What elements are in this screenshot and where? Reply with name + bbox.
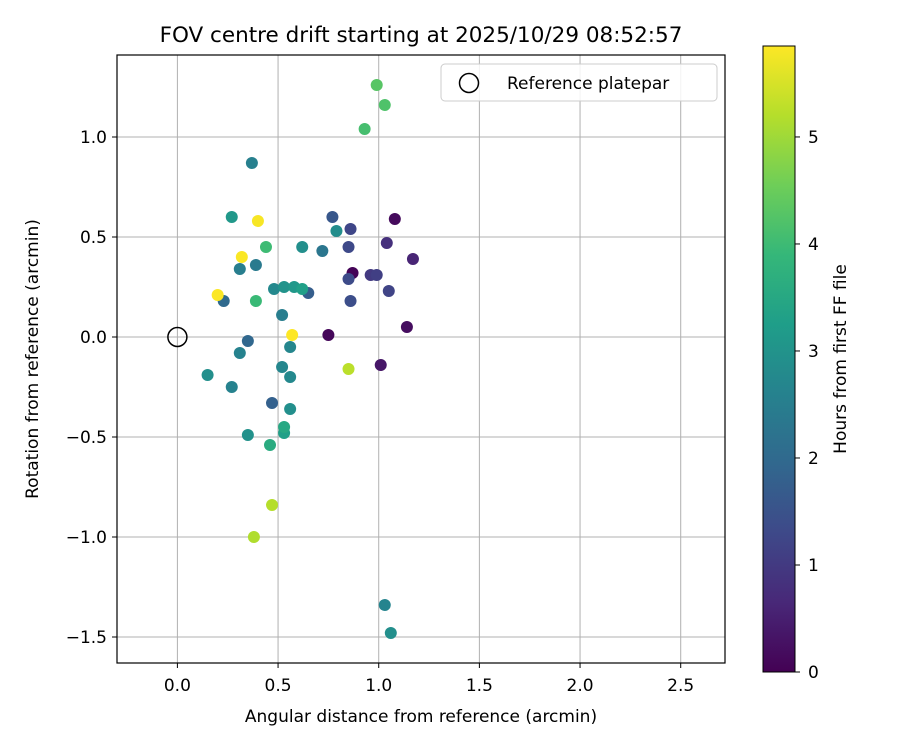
data-point — [266, 397, 279, 409]
x-tick-label: 2.5 — [667, 676, 694, 696]
reference-marker — [167, 326, 188, 348]
data-point — [241, 335, 254, 347]
data-point — [241, 429, 254, 441]
data-point — [330, 225, 343, 237]
y-tick-label: 1.0 — [80, 128, 107, 148]
data-point — [201, 369, 214, 381]
colorbar-tick-label: 2 — [808, 449, 819, 469]
y-tick-label: −1.5 — [66, 628, 107, 648]
data-point — [344, 295, 357, 307]
data-point — [233, 347, 246, 359]
data-point — [384, 627, 397, 639]
x-tick-label: 1.0 — [365, 676, 392, 696]
data-point — [251, 215, 264, 227]
data-point — [278, 421, 291, 433]
x-tick-label: 0.5 — [265, 676, 292, 696]
data-point — [326, 211, 339, 223]
colorbar-tick-label: 4 — [808, 235, 819, 255]
data-point — [380, 237, 393, 249]
data-point — [370, 269, 383, 281]
data-point — [296, 241, 309, 253]
y-axis-label: Rotation from reference (arcmin) — [23, 219, 43, 499]
data-point — [264, 439, 277, 451]
x-axis-label: Angular distance from reference (arcmin) — [245, 707, 597, 727]
y-tick-label: −1.0 — [66, 528, 107, 548]
colorbar-tick-label: 5 — [808, 128, 819, 148]
data-point — [284, 341, 297, 353]
data-point — [358, 123, 371, 135]
data-point — [374, 359, 387, 371]
data-point — [316, 245, 329, 257]
data-point — [276, 309, 289, 321]
x-tick-label: 2.0 — [567, 676, 594, 696]
data-point — [342, 241, 355, 253]
colorbar-tick-label: 0 — [808, 663, 819, 683]
colorbar-gradient — [762, 45, 796, 673]
data-points — [201, 79, 419, 639]
y-tick-label: −0.5 — [66, 428, 107, 448]
data-point — [266, 499, 279, 511]
data-point — [406, 253, 419, 265]
data-point — [233, 263, 246, 275]
data-point — [400, 321, 413, 333]
data-point — [245, 157, 258, 169]
x-tick-label: 1.5 — [466, 676, 493, 696]
data-point — [388, 213, 401, 225]
data-point — [276, 361, 289, 373]
data-point — [284, 371, 297, 383]
data-point — [342, 273, 355, 285]
plot-frame — [116, 54, 726, 664]
data-point — [225, 381, 238, 393]
data-point — [259, 241, 272, 253]
y-tick-label: 0.5 — [80, 228, 107, 248]
data-point — [286, 329, 299, 341]
colorbar-tick-label: 3 — [808, 342, 819, 362]
colorbar-label: Hours from first FF file — [831, 264, 851, 454]
data-point — [249, 259, 262, 271]
x-axis-ticks: 0.0 0.5 1.0 1.5 2.0 2.5 — [164, 663, 694, 696]
y-axis-ticks: −1.5 −1.0 −0.5 0.0 0.5 1.0 — [66, 128, 117, 648]
x-tick-label: 0.0 — [164, 676, 191, 696]
data-point — [235, 251, 248, 263]
data-point — [249, 295, 262, 307]
colorbar-tick-label: 1 — [808, 556, 819, 576]
legend: Reference platepar — [440, 63, 718, 102]
data-point — [370, 79, 383, 91]
y-tick-label: 0.0 — [80, 328, 107, 348]
data-point — [284, 403, 297, 415]
chart-title: FOV centre drift starting at 2025/10/29 … — [160, 23, 683, 48]
legend-reference-marker — [458, 72, 480, 94]
data-point — [296, 283, 309, 295]
data-point — [378, 599, 391, 611]
data-point — [382, 285, 395, 297]
colorbar: 0 1 2 3 4 5 Hours from first FF file — [762, 45, 851, 683]
data-point — [378, 99, 391, 111]
reference-layer — [167, 326, 188, 348]
data-point — [211, 289, 224, 301]
data-point — [278, 281, 291, 293]
colorbar-ticks: 0 1 2 3 4 5 — [795, 128, 819, 683]
data-point — [344, 223, 357, 235]
data-point — [247, 531, 260, 543]
grid — [117, 55, 725, 663]
legend-box — [440, 63, 718, 102]
data-point — [322, 329, 335, 341]
data-point — [342, 363, 355, 375]
data-point — [268, 283, 281, 295]
legend-reference-label: Reference platepar — [507, 74, 669, 94]
data-point — [225, 211, 238, 223]
